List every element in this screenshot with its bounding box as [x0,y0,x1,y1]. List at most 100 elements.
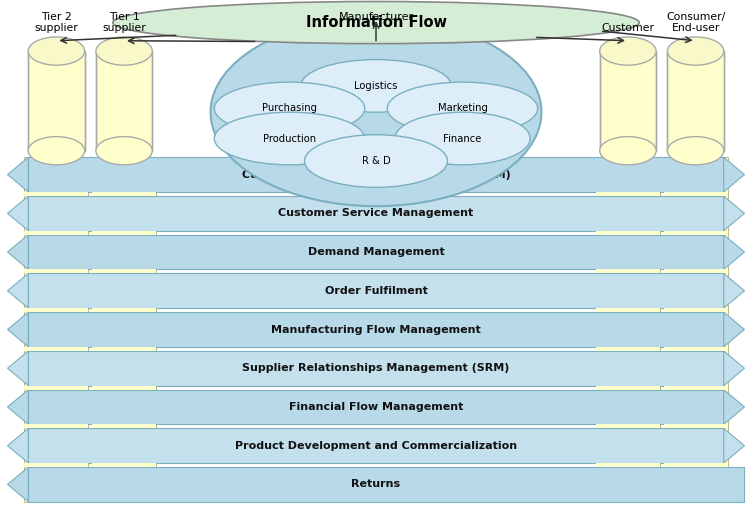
Polygon shape [723,235,744,269]
Polygon shape [723,428,744,463]
Polygon shape [8,428,29,463]
Bar [24,424,89,428]
Ellipse shape [305,135,447,187]
Polygon shape [723,157,744,192]
Bar [596,269,660,273]
Bar [29,312,723,347]
Bar [668,51,723,151]
Text: Returns: Returns [351,480,401,489]
Bar [596,463,660,467]
Text: Finance: Finance [443,133,482,144]
Bar [663,424,727,428]
Text: Purchasing: Purchasing [262,104,317,113]
Polygon shape [8,157,29,192]
Text: Manufacturer: Manufacturer [338,12,414,22]
Bar [663,347,727,351]
Bar [668,51,723,151]
Bar [596,192,660,196]
Bar [29,351,723,386]
Bar [92,157,156,502]
Polygon shape [723,312,744,347]
Ellipse shape [214,82,365,135]
Bar [29,235,723,269]
Text: Tier 2
supplier: Tier 2 supplier [35,12,78,33]
Bar [24,347,89,351]
Text: Information Flow: Information Flow [305,15,447,30]
Ellipse shape [301,60,451,112]
Polygon shape [723,196,744,231]
Ellipse shape [600,37,656,65]
Bar [96,51,153,151]
Polygon shape [8,196,29,231]
Ellipse shape [113,2,639,44]
Bar [596,308,660,312]
Bar [663,157,727,502]
Polygon shape [8,351,29,386]
Text: Product Development and Commercialization: Product Development and Commercializatio… [235,441,517,451]
Bar [663,463,727,467]
Text: Customer Relationship Management (CRM): Customer Relationship Management (CRM) [241,170,511,180]
Bar [29,51,84,151]
Ellipse shape [668,37,724,65]
Text: Tier 1
supplier: Tier 1 supplier [102,12,146,33]
Polygon shape [8,390,29,424]
Bar [24,386,89,390]
Polygon shape [8,273,29,308]
Bar [29,467,744,502]
Bar [596,231,660,235]
Bar [596,424,660,428]
Bar [92,347,156,351]
Bar [24,269,89,273]
Bar [596,347,660,351]
Ellipse shape [96,37,153,65]
Polygon shape [8,312,29,347]
Bar [29,273,723,308]
Bar [663,192,727,196]
Ellipse shape [29,37,84,65]
Text: Manufacturing Flow Management: Manufacturing Flow Management [271,325,481,334]
Bar [29,428,723,463]
Bar [600,51,656,151]
Text: Demand Management: Demand Management [308,247,444,257]
Bar [96,51,153,151]
Bar [29,196,723,231]
Bar [29,390,723,424]
Text: Logistics: Logistics [354,81,398,91]
Bar [92,192,156,196]
Bar [600,51,656,151]
Bar [663,269,727,273]
Bar [663,386,727,390]
Bar [596,386,660,390]
Bar [24,231,89,235]
Bar [29,157,723,192]
Text: R & D: R & D [362,156,390,166]
Text: Order Fulfilment: Order Fulfilment [325,286,427,296]
Bar [663,231,727,235]
Bar [29,51,84,151]
Text: Financial Flow Management: Financial Flow Management [289,402,463,412]
Ellipse shape [668,136,724,165]
Text: Customer: Customer [602,23,654,33]
Bar [596,157,660,502]
Bar [92,463,156,467]
Polygon shape [723,390,744,424]
Bar [24,463,89,467]
Text: Supplier Relationships Management (SRM): Supplier Relationships Management (SRM) [242,363,510,373]
Ellipse shape [211,18,541,206]
Ellipse shape [96,136,153,165]
Bar [92,386,156,390]
Ellipse shape [214,112,365,165]
Text: Customer Service Management: Customer Service Management [278,208,474,219]
Bar [663,308,727,312]
Bar [92,424,156,428]
Bar [92,231,156,235]
Polygon shape [723,273,744,308]
Ellipse shape [387,82,538,135]
Text: Marketing: Marketing [438,104,487,113]
Polygon shape [8,235,29,269]
Text: Consumer/
End-user: Consumer/ End-user [666,12,725,33]
Bar [92,308,156,312]
Ellipse shape [395,112,530,165]
Bar [24,157,89,502]
Ellipse shape [600,136,656,165]
